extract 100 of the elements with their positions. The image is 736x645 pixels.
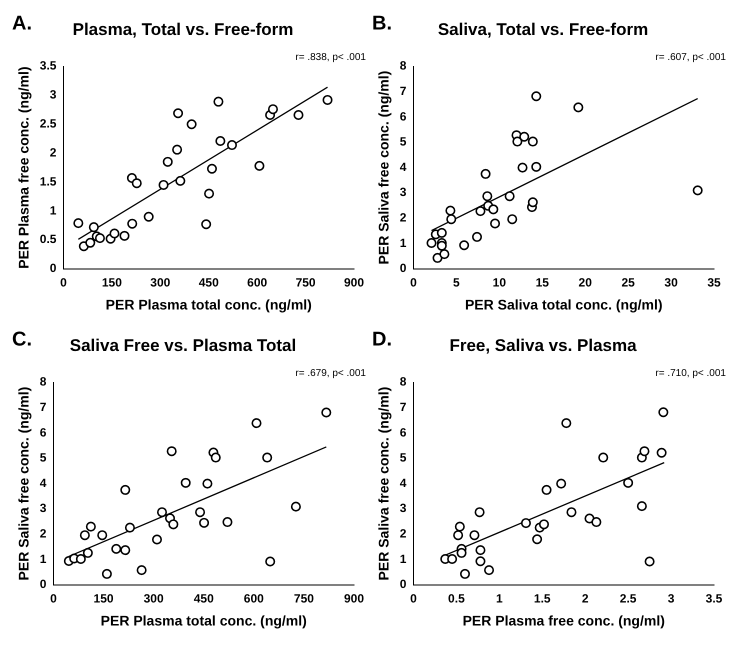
- text: D.: [372, 328, 392, 351]
- point: [488, 204, 498, 214]
- point: [172, 144, 182, 155]
- x-tick-label: 600: [247, 275, 268, 290]
- text: r= .838, p< .001: [295, 52, 366, 64]
- x-tick-label: 450: [198, 275, 220, 290]
- point: [436, 240, 447, 251]
- y-tick-label: 2: [400, 210, 407, 225]
- point: [519, 132, 530, 142]
- point: [76, 554, 86, 564]
- x-tick-label: 600: [244, 591, 264, 606]
- x-tick-label: 3: [668, 591, 675, 606]
- text: r= .710, p< .001: [655, 368, 726, 380]
- point: [213, 96, 224, 107]
- y-tick-label: 6: [40, 425, 47, 440]
- point: [204, 188, 214, 199]
- x-axis-title: PER Plasma total conc. (ng/ml): [106, 296, 312, 312]
- point: [459, 240, 470, 250]
- point: [180, 478, 191, 488]
- y-tick-label: 3: [400, 185, 407, 200]
- point: [566, 507, 576, 518]
- point: [475, 545, 486, 556]
- chart-title: Saliva Free vs. Plasma Total: [70, 336, 296, 355]
- point: [658, 407, 668, 418]
- point: [636, 501, 647, 512]
- point: [124, 522, 135, 533]
- point: [80, 530, 90, 540]
- point: [623, 478, 634, 488]
- point: [175, 176, 186, 186]
- point: [94, 233, 105, 244]
- x-tick-label: 0: [60, 275, 68, 290]
- point: [166, 446, 177, 456]
- y-tick-label: 7: [40, 400, 47, 414]
- point: [97, 530, 108, 540]
- point: [460, 568, 470, 579]
- x-tick-label: 2: [582, 591, 589, 606]
- point: [226, 140, 237, 150]
- point: [538, 519, 549, 530]
- point: [152, 534, 162, 545]
- y-tick-label: 0: [50, 261, 57, 276]
- point: [120, 484, 130, 495]
- point: [254, 160, 264, 171]
- text: A.: [12, 12, 32, 35]
- point: [447, 554, 458, 564]
- point: [132, 178, 142, 188]
- point: [446, 214, 456, 224]
- x-tick-label: 20: [578, 275, 592, 290]
- point: [426, 238, 437, 248]
- x-tick-label: 3.5: [706, 591, 723, 606]
- point: [591, 517, 602, 528]
- point: [102, 568, 112, 579]
- point: [556, 478, 566, 489]
- point: [195, 507, 206, 518]
- point: [119, 230, 130, 241]
- y-tick-label: 4: [400, 160, 407, 174]
- point: [86, 522, 96, 532]
- point: [475, 556, 486, 566]
- point: [199, 518, 210, 528]
- point: [73, 218, 84, 228]
- point: [162, 156, 173, 167]
- x-axis-title: PER Saliva total conc. (ng/ml): [464, 296, 663, 312]
- point: [158, 180, 169, 190]
- x-tick-label: 300: [150, 275, 171, 290]
- y-tick-label: 2: [50, 145, 57, 160]
- y-axis-title: PER Saliva free conc. (ng/ml): [15, 386, 32, 580]
- point: [482, 191, 492, 202]
- y-tick-label: 0.5: [40, 232, 57, 246]
- x-tick-label: 0: [410, 591, 418, 606]
- x-tick-label: 750: [296, 275, 316, 290]
- point: [268, 104, 278, 114]
- chart-title: Free, Saliva vs. Plasma: [449, 336, 638, 355]
- point: [480, 168, 491, 179]
- point: [432, 252, 443, 263]
- point: [542, 484, 552, 495]
- point: [127, 218, 138, 229]
- point: [472, 232, 482, 242]
- chart-title: Plasma, Total vs. Free-form: [72, 20, 294, 39]
- y-tick-label: 3: [400, 501, 407, 516]
- y-tick-label: 8: [400, 58, 407, 73]
- point: [528, 197, 538, 208]
- point: [504, 191, 515, 202]
- point: [484, 565, 494, 576]
- point: [692, 185, 703, 196]
- x-tick-label: 0.5: [448, 591, 466, 606]
- y-tick-label: 1: [400, 552, 407, 566]
- point: [321, 408, 332, 418]
- x-axis-title: PER Plasma total conc. (ng/ml): [100, 612, 307, 628]
- text: B.: [372, 12, 392, 35]
- y-tick-label: 3: [40, 501, 47, 516]
- x-tick-label: 900: [344, 591, 364, 606]
- point: [136, 565, 147, 576]
- point: [644, 556, 655, 567]
- x-tick-label: 0: [410, 275, 418, 290]
- x-tick-label: 2.5: [620, 591, 637, 606]
- point: [474, 507, 485, 518]
- point: [85, 238, 96, 248]
- point: [573, 102, 584, 112]
- y-axis-title: PER Saliva free conc. (ng/ml): [375, 70, 392, 264]
- point: [656, 448, 667, 458]
- y-tick-label: 1: [50, 203, 57, 218]
